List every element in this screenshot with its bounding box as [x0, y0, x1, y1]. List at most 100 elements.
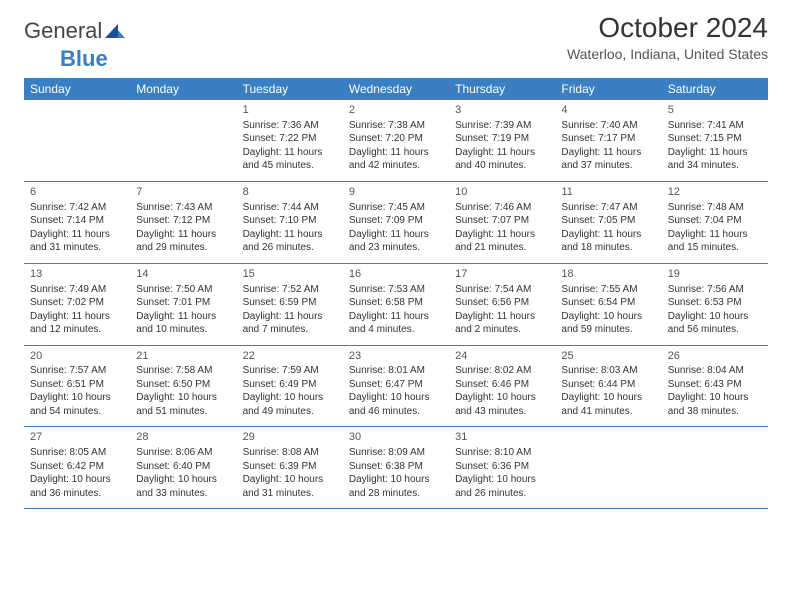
day-detail: Sunrise: 7:50 AM Sunset: 7:01 PM Dayligh… [136, 283, 230, 337]
day-cell: 27Sunrise: 8:05 AM Sunset: 6:42 PM Dayli… [24, 427, 130, 508]
day-detail: Sunrise: 7:49 AM Sunset: 7:02 PM Dayligh… [30, 283, 124, 337]
day-cell: 17Sunrise: 7:54 AM Sunset: 6:56 PM Dayli… [449, 264, 555, 345]
day-detail: Sunrise: 8:02 AM Sunset: 6:46 PM Dayligh… [455, 364, 549, 418]
weekday-header: Saturday [662, 78, 768, 100]
day-detail: Sunrise: 8:06 AM Sunset: 6:40 PM Dayligh… [136, 446, 230, 500]
day-detail: Sunrise: 7:45 AM Sunset: 7:09 PM Dayligh… [349, 201, 443, 255]
week-row: 13Sunrise: 7:49 AM Sunset: 7:02 PM Dayli… [24, 264, 768, 346]
day-cell: 25Sunrise: 8:03 AM Sunset: 6:44 PM Dayli… [555, 346, 661, 427]
day-cell [24, 100, 130, 181]
day-cell [662, 427, 768, 508]
day-detail: Sunrise: 7:42 AM Sunset: 7:14 PM Dayligh… [30, 201, 124, 255]
sail-icon [104, 22, 126, 40]
day-detail: Sunrise: 7:47 AM Sunset: 7:05 PM Dayligh… [561, 201, 655, 255]
day-cell: 24Sunrise: 8:02 AM Sunset: 6:46 PM Dayli… [449, 346, 555, 427]
day-number: 22 [243, 349, 337, 364]
day-number: 6 [30, 185, 124, 200]
day-cell: 23Sunrise: 8:01 AM Sunset: 6:47 PM Dayli… [343, 346, 449, 427]
day-cell: 4Sunrise: 7:40 AM Sunset: 7:17 PM Daylig… [555, 100, 661, 181]
day-number: 27 [30, 430, 124, 445]
day-detail: Sunrise: 7:58 AM Sunset: 6:50 PM Dayligh… [136, 364, 230, 418]
day-number: 12 [668, 185, 762, 200]
day-cell: 10Sunrise: 7:46 AM Sunset: 7:07 PM Dayli… [449, 182, 555, 263]
day-detail: Sunrise: 7:48 AM Sunset: 7:04 PM Dayligh… [668, 201, 762, 255]
day-cell: 31Sunrise: 8:10 AM Sunset: 6:36 PM Dayli… [449, 427, 555, 508]
day-number: 14 [136, 267, 230, 282]
day-cell: 29Sunrise: 8:08 AM Sunset: 6:39 PM Dayli… [237, 427, 343, 508]
day-cell: 1Sunrise: 7:36 AM Sunset: 7:22 PM Daylig… [237, 100, 343, 181]
day-detail: Sunrise: 7:38 AM Sunset: 7:20 PM Dayligh… [349, 119, 443, 173]
day-number: 13 [30, 267, 124, 282]
day-detail: Sunrise: 8:09 AM Sunset: 6:38 PM Dayligh… [349, 446, 443, 500]
day-number: 11 [561, 185, 655, 200]
day-detail: Sunrise: 7:46 AM Sunset: 7:07 PM Dayligh… [455, 201, 549, 255]
day-detail: Sunrise: 7:53 AM Sunset: 6:58 PM Dayligh… [349, 283, 443, 337]
day-number: 31 [455, 430, 549, 445]
day-detail: Sunrise: 7:52 AM Sunset: 6:59 PM Dayligh… [243, 283, 337, 337]
day-detail: Sunrise: 8:10 AM Sunset: 6:36 PM Dayligh… [455, 446, 549, 500]
day-cell [130, 100, 236, 181]
day-detail: Sunrise: 8:03 AM Sunset: 6:44 PM Dayligh… [561, 364, 655, 418]
logo-text-1: General [24, 18, 102, 44]
day-number: 7 [136, 185, 230, 200]
week-row: 1Sunrise: 7:36 AM Sunset: 7:22 PM Daylig… [24, 100, 768, 182]
day-number: 3 [455, 103, 549, 118]
month-title: October 2024 [567, 12, 768, 44]
day-number: 24 [455, 349, 549, 364]
day-detail: Sunrise: 8:01 AM Sunset: 6:47 PM Dayligh… [349, 364, 443, 418]
day-detail: Sunrise: 7:56 AM Sunset: 6:53 PM Dayligh… [668, 283, 762, 337]
day-cell: 12Sunrise: 7:48 AM Sunset: 7:04 PM Dayli… [662, 182, 768, 263]
day-number: 19 [668, 267, 762, 282]
weekday-header: Wednesday [343, 78, 449, 100]
day-cell: 13Sunrise: 7:49 AM Sunset: 7:02 PM Dayli… [24, 264, 130, 345]
day-number: 28 [136, 430, 230, 445]
day-cell: 2Sunrise: 7:38 AM Sunset: 7:20 PM Daylig… [343, 100, 449, 181]
day-number: 10 [455, 185, 549, 200]
logo: General [24, 18, 126, 44]
day-number: 25 [561, 349, 655, 364]
day-detail: Sunrise: 8:05 AM Sunset: 6:42 PM Dayligh… [30, 446, 124, 500]
day-number: 16 [349, 267, 443, 282]
day-number: 29 [243, 430, 337, 445]
day-number: 23 [349, 349, 443, 364]
location: Waterloo, Indiana, United States [567, 46, 768, 62]
day-cell: 9Sunrise: 7:45 AM Sunset: 7:09 PM Daylig… [343, 182, 449, 263]
weekday-header: Monday [130, 78, 236, 100]
weeks-container: 1Sunrise: 7:36 AM Sunset: 7:22 PM Daylig… [24, 100, 768, 509]
day-detail: Sunrise: 7:59 AM Sunset: 6:49 PM Dayligh… [243, 364, 337, 418]
day-detail: Sunrise: 8:08 AM Sunset: 6:39 PM Dayligh… [243, 446, 337, 500]
week-row: 27Sunrise: 8:05 AM Sunset: 6:42 PM Dayli… [24, 427, 768, 509]
day-detail: Sunrise: 7:43 AM Sunset: 7:12 PM Dayligh… [136, 201, 230, 255]
day-cell: 20Sunrise: 7:57 AM Sunset: 6:51 PM Dayli… [24, 346, 130, 427]
day-number: 8 [243, 185, 337, 200]
day-detail: Sunrise: 7:40 AM Sunset: 7:17 PM Dayligh… [561, 119, 655, 173]
day-number: 2 [349, 103, 443, 118]
day-detail: Sunrise: 7:39 AM Sunset: 7:19 PM Dayligh… [455, 119, 549, 173]
weekday-header: Sunday [24, 78, 130, 100]
day-detail: Sunrise: 7:54 AM Sunset: 6:56 PM Dayligh… [455, 283, 549, 337]
day-detail: Sunrise: 7:55 AM Sunset: 6:54 PM Dayligh… [561, 283, 655, 337]
logo-text-2: Blue [60, 46, 108, 72]
weekday-header: Thursday [449, 78, 555, 100]
day-detail: Sunrise: 7:44 AM Sunset: 7:10 PM Dayligh… [243, 201, 337, 255]
day-cell: 8Sunrise: 7:44 AM Sunset: 7:10 PM Daylig… [237, 182, 343, 263]
day-cell: 7Sunrise: 7:43 AM Sunset: 7:12 PM Daylig… [130, 182, 236, 263]
day-cell: 30Sunrise: 8:09 AM Sunset: 6:38 PM Dayli… [343, 427, 449, 508]
weekday-header-row: SundayMondayTuesdayWednesdayThursdayFrid… [24, 78, 768, 100]
week-row: 20Sunrise: 7:57 AM Sunset: 6:51 PM Dayli… [24, 346, 768, 428]
day-cell: 14Sunrise: 7:50 AM Sunset: 7:01 PM Dayli… [130, 264, 236, 345]
week-row: 6Sunrise: 7:42 AM Sunset: 7:14 PM Daylig… [24, 182, 768, 264]
day-cell: 16Sunrise: 7:53 AM Sunset: 6:58 PM Dayli… [343, 264, 449, 345]
weekday-header: Friday [555, 78, 661, 100]
day-number: 21 [136, 349, 230, 364]
day-cell [555, 427, 661, 508]
day-cell: 19Sunrise: 7:56 AM Sunset: 6:53 PM Dayli… [662, 264, 768, 345]
day-cell: 15Sunrise: 7:52 AM Sunset: 6:59 PM Dayli… [237, 264, 343, 345]
day-detail: Sunrise: 7:41 AM Sunset: 7:15 PM Dayligh… [668, 119, 762, 173]
day-number: 4 [561, 103, 655, 118]
day-number: 30 [349, 430, 443, 445]
day-number: 1 [243, 103, 337, 118]
day-cell: 21Sunrise: 7:58 AM Sunset: 6:50 PM Dayli… [130, 346, 236, 427]
day-detail: Sunrise: 8:04 AM Sunset: 6:43 PM Dayligh… [668, 364, 762, 418]
day-cell: 5Sunrise: 7:41 AM Sunset: 7:15 PM Daylig… [662, 100, 768, 181]
